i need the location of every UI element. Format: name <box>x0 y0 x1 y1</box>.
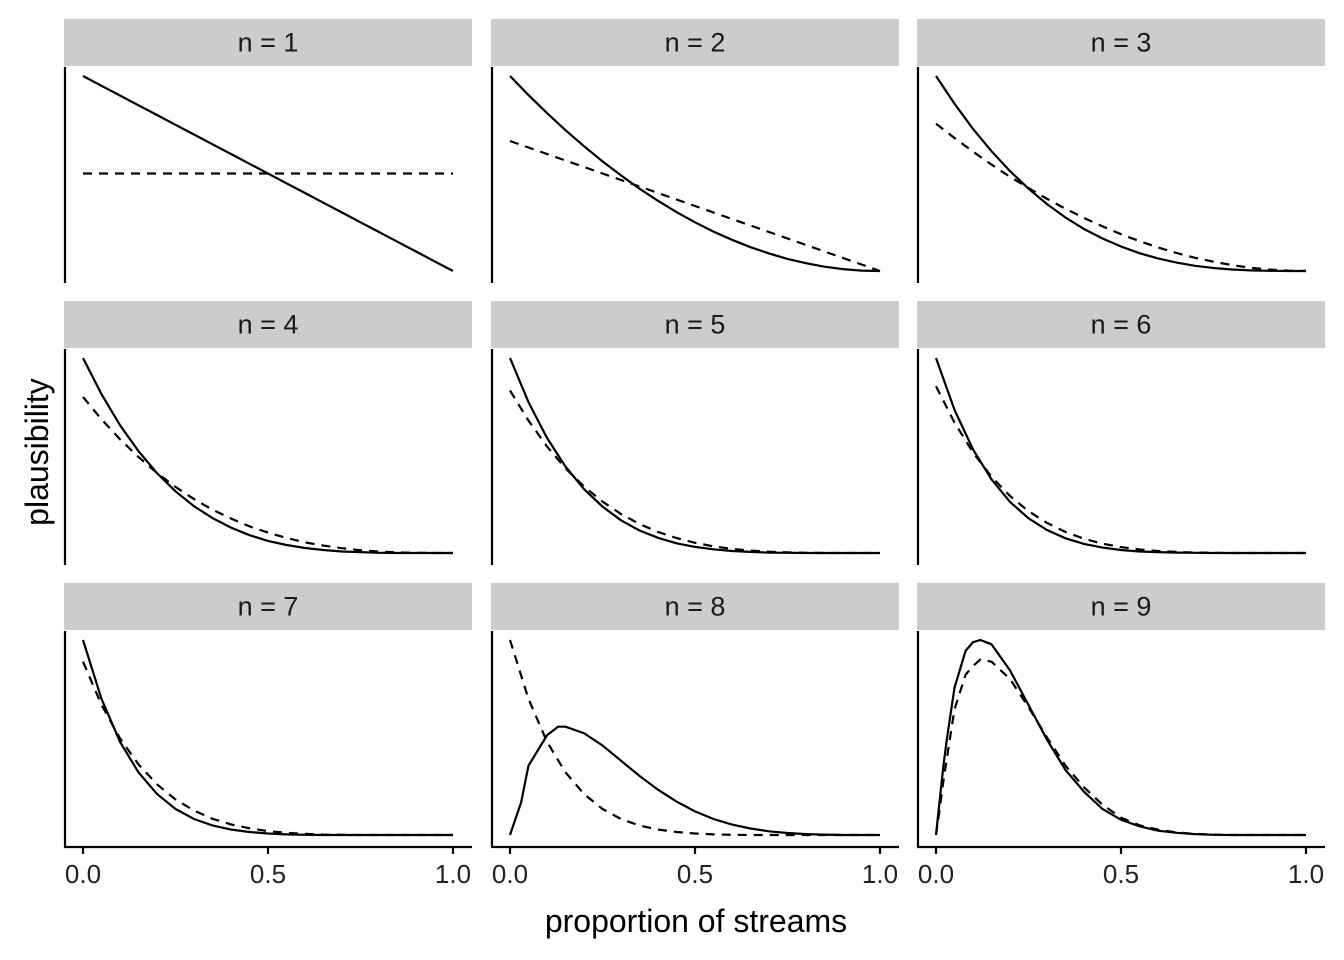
facet-strip-label: n = 4 <box>238 310 299 340</box>
facet-strip-label: n = 1 <box>238 28 299 58</box>
facet-strip <box>491 19 899 66</box>
series-line-solid <box>81 639 453 837</box>
x-tick-label: 0.0 <box>918 859 954 889</box>
facet-panel-9: n = 9 0.0 0.5 1.0 <box>916 583 1325 889</box>
series-line-solid <box>508 725 880 837</box>
facet-strip <box>64 19 472 66</box>
series-line-dashed <box>935 385 1306 555</box>
facet-strip <box>491 301 899 348</box>
facet-panel-1: n = 1 <box>63 19 472 283</box>
series-line-dashed <box>508 639 880 837</box>
series-line-dashed <box>81 661 453 837</box>
x-tick-label: 0.5 <box>1103 859 1139 889</box>
facet-strip-label: n = 8 <box>665 592 726 622</box>
facet-panel-3: n = 3 <box>916 19 1325 283</box>
facet-strip-label: n = 3 <box>1091 28 1152 58</box>
series-line-dashed <box>82 396 453 555</box>
facet-strip <box>64 583 472 630</box>
facet-panel-5: n = 5 <box>490 301 899 565</box>
facet-panel-4: n = 4 <box>63 301 472 565</box>
facet-panel-7: n = 7 0.0 0.5 1.0 <box>63 583 472 889</box>
facet-panel-2: n = 2 <box>490 19 899 283</box>
series-line-dashed <box>935 122 1307 273</box>
x-tick-label: 1.0 <box>435 859 471 889</box>
x-tick-label: 1.0 <box>862 859 898 889</box>
x-tick-label: 0.0 <box>65 859 101 889</box>
series-line-solid <box>934 638 1306 837</box>
facet-strip-label: n = 6 <box>1091 310 1152 340</box>
series-line-solid <box>934 357 1306 555</box>
y-axis-title: plausibility <box>19 378 55 526</box>
facet-strip-label: n = 2 <box>665 28 726 58</box>
facet-strip <box>917 301 1325 348</box>
series-line-dashed <box>509 139 881 273</box>
series-line-dashed <box>934 658 1306 837</box>
x-tick-label: 0.5 <box>250 859 286 889</box>
x-tick-label: 0.5 <box>677 859 713 889</box>
facet-strip-label: n = 5 <box>665 310 726 340</box>
x-axis-title: proportion of streams <box>545 903 847 939</box>
series-line-solid <box>509 75 881 273</box>
facet-strip-label: n = 9 <box>1091 592 1152 622</box>
facet-strip <box>917 19 1325 66</box>
facet-panel-6: n = 6 <box>916 301 1325 565</box>
facet-panel-8: n = 8 0.0 0.5 1.0 <box>490 583 899 889</box>
x-tick-label: 0.0 <box>492 859 528 889</box>
series-line-solid <box>508 357 880 555</box>
facet-strip <box>491 583 899 630</box>
facet-strip <box>917 583 1325 630</box>
x-tick-label: 1.0 <box>1288 859 1324 889</box>
facet-strip <box>64 301 472 348</box>
series-line-solid <box>935 75 1306 273</box>
facet-panels: n = 1 n = 2 n = 3 n = 4 n = 5 n = 6 n = 7 0.0 0.… <box>63 19 1325 889</box>
series-line-dashed <box>509 389 880 555</box>
facet-strip-label: n = 7 <box>238 592 299 622</box>
